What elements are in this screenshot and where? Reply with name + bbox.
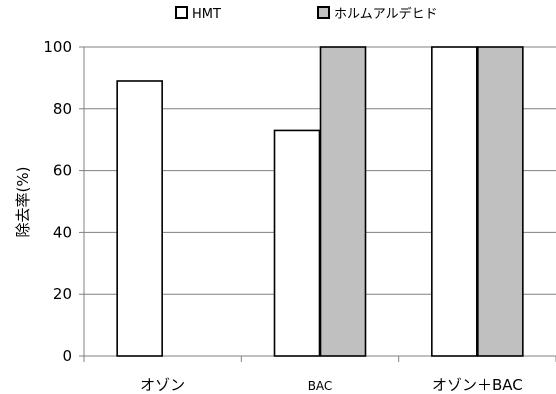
x-category-label: BAC (308, 379, 333, 393)
legend-swatch (317, 6, 330, 19)
x-category-label: オゾン＋BAC (432, 376, 523, 394)
y-tick-labels: 0 20 40 60 80 100 (43, 38, 72, 365)
bar-formaldehyde (319, 46, 367, 357)
bar-hmt (116, 80, 163, 357)
bar-hmt (273, 129, 321, 357)
bars (116, 46, 524, 357)
legend: HMT ホルムアルデヒド (175, 6, 438, 22)
y-tick-label: 60 (53, 162, 72, 180)
legend-swatch (175, 6, 188, 19)
y-tick-label: 0 (62, 347, 72, 365)
category-labels: オゾン BAC オゾン＋BAC (140, 376, 523, 394)
y-tick-label: 80 (53, 100, 72, 118)
legend-label: HMT (192, 7, 221, 22)
y-axis-label: 除去率(%) (14, 167, 32, 238)
y-tick-label: 20 (53, 285, 72, 303)
bar-hmt (431, 46, 478, 357)
y-tick-label: 100 (43, 38, 72, 56)
legend-label: ホルムアルデヒド (334, 6, 438, 22)
y-tick-label: 40 (53, 223, 72, 241)
x-category-label: オゾン (140, 376, 185, 394)
bar-formaldehyde (477, 46, 524, 357)
